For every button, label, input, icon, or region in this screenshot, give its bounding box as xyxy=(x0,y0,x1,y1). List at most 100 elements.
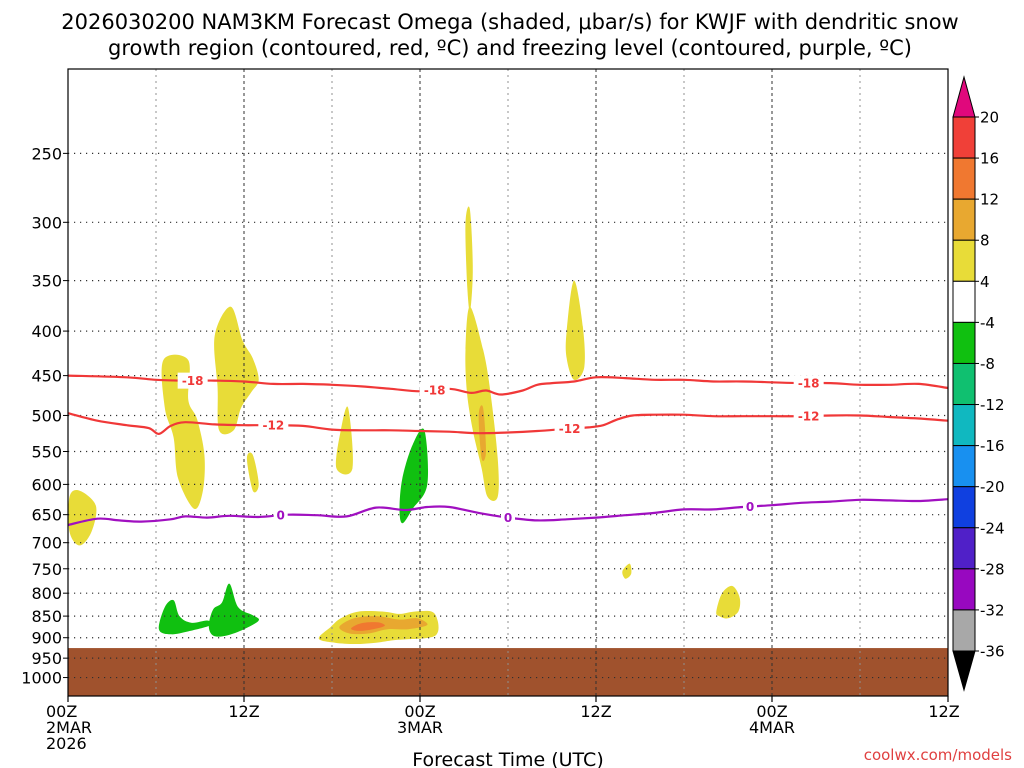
colorbar-bin-8 xyxy=(952,445,976,488)
contour-label-bg-0-2 xyxy=(793,375,824,392)
colorbar-label-2: 12 xyxy=(980,191,999,209)
y-axis: 250 300 350 400 450 500 550 600 650 700 750 800 850 9… xyxy=(21,144,68,688)
colorbar-bin-4 xyxy=(952,280,976,323)
colorbar-label-10: -24 xyxy=(980,519,1005,537)
contour-label-2-1: 0 xyxy=(504,511,512,525)
y-tick-label-650: 650 xyxy=(31,506,62,525)
y-tick-label-600: 600 xyxy=(31,475,62,494)
omega-region-2 xyxy=(158,599,213,635)
y-tick-label-900: 900 xyxy=(31,629,62,648)
x-tick-label-60-0: 12Z xyxy=(928,702,959,721)
chart-title-line-2: growth region (contoured, red, ºC) and f… xyxy=(108,36,912,60)
x-tick-label-48-0: 00Z xyxy=(756,702,787,721)
contour-label-1-2: -12 xyxy=(798,410,820,424)
omega-region-5 xyxy=(68,490,97,546)
x-tick-label-24-1: 3MAR xyxy=(397,718,443,737)
omega-region-11 xyxy=(465,306,499,501)
colorbar-under-triangle xyxy=(952,650,976,692)
y-tick-label-800: 800 xyxy=(31,584,62,603)
x-tick-label-0-2: 2026 xyxy=(46,734,87,753)
colorbar-label-13: -36 xyxy=(980,643,1005,661)
omega-region-3 xyxy=(208,583,259,637)
y-tick-label-1000: 1000 xyxy=(21,669,62,688)
colorbar-bin-7 xyxy=(952,404,976,447)
omega-region-4 xyxy=(399,428,429,524)
x-tick-label-0-1: 2MAR xyxy=(46,718,92,737)
x-tick-label-12-0: 12Z xyxy=(228,702,259,721)
contour-line-2 xyxy=(67,498,949,527)
contour-label-bg-2-1 xyxy=(501,509,515,526)
colorbar-label-7: -12 xyxy=(980,396,1005,414)
contour-lines: -18 -18 -18 -12 -12 -12 0 0 0 xyxy=(67,372,949,527)
x-tick-label-24-0: 00Z xyxy=(404,702,435,721)
contour-label-bg-1-2 xyxy=(793,408,824,425)
colorbar-bin-9 xyxy=(952,486,976,529)
contour-label-bg-1-1 xyxy=(554,420,585,437)
contour-label-0-0: -18 xyxy=(182,374,204,388)
y-tick-label-500: 500 xyxy=(31,406,62,425)
x-tick-label-48-1: 4MAR xyxy=(749,718,795,737)
contour-line-1 xyxy=(67,412,949,435)
y-tick-label-300: 300 xyxy=(31,213,62,232)
omega-region-7 xyxy=(214,306,259,435)
colorbar-label-0: 20 xyxy=(980,109,999,127)
colorbar-bin-10 xyxy=(952,527,976,570)
contour-label-0-1: -18 xyxy=(424,384,446,398)
contour-label-0-2: -18 xyxy=(798,377,820,391)
colorbar-label-4: 4 xyxy=(980,273,990,291)
colorbar-bin-0 xyxy=(952,116,976,159)
colorbar-label-12: -32 xyxy=(980,601,1005,619)
colorbar-label-9: -20 xyxy=(980,478,1005,496)
y-tick-label-700: 700 xyxy=(31,534,62,553)
colorbar-label-6: -8 xyxy=(980,355,995,373)
y-tick-label-550: 550 xyxy=(31,443,62,462)
contour-label-bg-2-0 xyxy=(273,507,288,524)
colorbar-bin-3 xyxy=(952,239,976,282)
contour-label-bg-2-2 xyxy=(743,498,757,515)
colorbar-bin-12 xyxy=(952,609,976,652)
colorbar-label-8: -16 xyxy=(980,437,1005,455)
colorbar-bin-11 xyxy=(952,568,976,611)
contour-label-2-2: 0 xyxy=(746,500,754,514)
omega-region-6 xyxy=(161,354,205,510)
y-tick-label-450: 450 xyxy=(31,367,62,386)
y-tick-label-250: 250 xyxy=(31,144,62,163)
chart-title-line-1: 2026030200 NAM3KM Forecast Omega (shaded… xyxy=(61,10,958,34)
omega-region-10 xyxy=(465,206,473,312)
colorbar-bin-5 xyxy=(952,321,976,364)
colorbar-bin-2 xyxy=(952,198,976,241)
omega-region-13 xyxy=(622,563,632,579)
omega-region-8 xyxy=(246,452,259,493)
omega-region-12 xyxy=(565,280,585,381)
colorbar-bin-6 xyxy=(952,362,976,406)
omega-shading xyxy=(68,206,741,644)
colorbar-label-3: 8 xyxy=(980,232,990,250)
y-tick-label-950: 950 xyxy=(31,649,62,668)
contour-label-2-0: 0 xyxy=(276,509,284,523)
contour-label-bg-0-1 xyxy=(419,382,450,399)
colorbar-label-5: -4 xyxy=(980,314,995,332)
x-axis-label: Forecast Time (UTC) xyxy=(412,749,603,768)
x-tick-label-36-0: 12Z xyxy=(580,702,611,721)
colorbar-label-1: 16 xyxy=(980,150,999,168)
y-tick-label-750: 750 xyxy=(31,560,62,579)
contour-label-bg-0-0 xyxy=(177,372,208,389)
omega-region-9 xyxy=(335,406,354,475)
credit-text: coolwx.com/models xyxy=(864,746,1012,764)
omega-region-0 xyxy=(69,221,97,417)
contour-label-bg-1-0 xyxy=(258,417,289,434)
y-tick-label-850: 850 xyxy=(31,607,62,626)
contour-label-1-0: -12 xyxy=(262,419,284,433)
x-tick-label-0-0: 00Z xyxy=(46,702,77,721)
contour-label-1-1: -12 xyxy=(559,422,581,436)
omega-region-17 xyxy=(351,622,385,631)
colorbar-label-11: -28 xyxy=(980,560,1005,578)
contour-line-0 xyxy=(67,374,949,396)
y-tick-label-400: 400 xyxy=(31,322,62,341)
plot-frame xyxy=(67,68,949,697)
colorbar-bin-1 xyxy=(952,157,976,200)
y-tick-label-350: 350 xyxy=(31,272,62,291)
omega-region-14 xyxy=(716,585,741,619)
